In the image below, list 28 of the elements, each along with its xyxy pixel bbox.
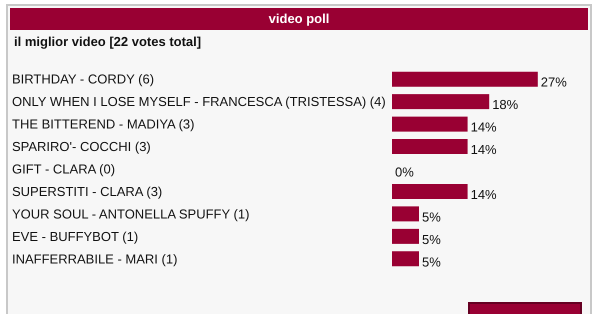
y-tick-label: GIFT - CLARA (0) [12, 162, 116, 176]
bar [392, 94, 490, 110]
y-tick-label: YOUR SOUL - ANTONELLA SPUFFY (1) [12, 206, 250, 222]
data-label: 5% [422, 254, 442, 270]
data-label: 5% [422, 232, 442, 247]
chart-title: video poll [10, 8, 588, 30]
bar [392, 139, 468, 154]
y-tick-label: ONLY WHEN I LOSE MYSELF - FRANCESCA (TRISTESSA) (4) [12, 94, 386, 110]
bar [392, 251, 419, 266]
text: il miglior video [22 votes total] [14, 34, 202, 49]
data-label: 14% [470, 186, 498, 202]
y-tick-label: BIRTHDAY - CORDY (6) [12, 72, 154, 87]
bar [392, 184, 468, 199]
bar [392, 228, 419, 244]
bar [392, 116, 468, 132]
y-tick-label: THE BITTEREND - MADIYA (3) [12, 116, 194, 132]
y-tick-label: SPARIRO'- COCCHI (3) [12, 139, 151, 154]
data-label: 18% [492, 97, 519, 112]
data-label: 14% [470, 142, 498, 158]
bar [392, 72, 538, 87]
data-label: 0% [395, 164, 414, 180]
data-label: 27% [540, 74, 568, 90]
data-label: 14% [470, 120, 498, 135]
y-tick-label: EVE - BUFFYBOT (1) [12, 228, 138, 244]
y-tick-label: SUPERSTITI - CLARA (3) [12, 184, 162, 199]
data-label: 5% [422, 209, 442, 224]
bar [392, 206, 419, 222]
y-tick-label: INAFFERRABILE - MARI (1) [12, 251, 178, 266]
